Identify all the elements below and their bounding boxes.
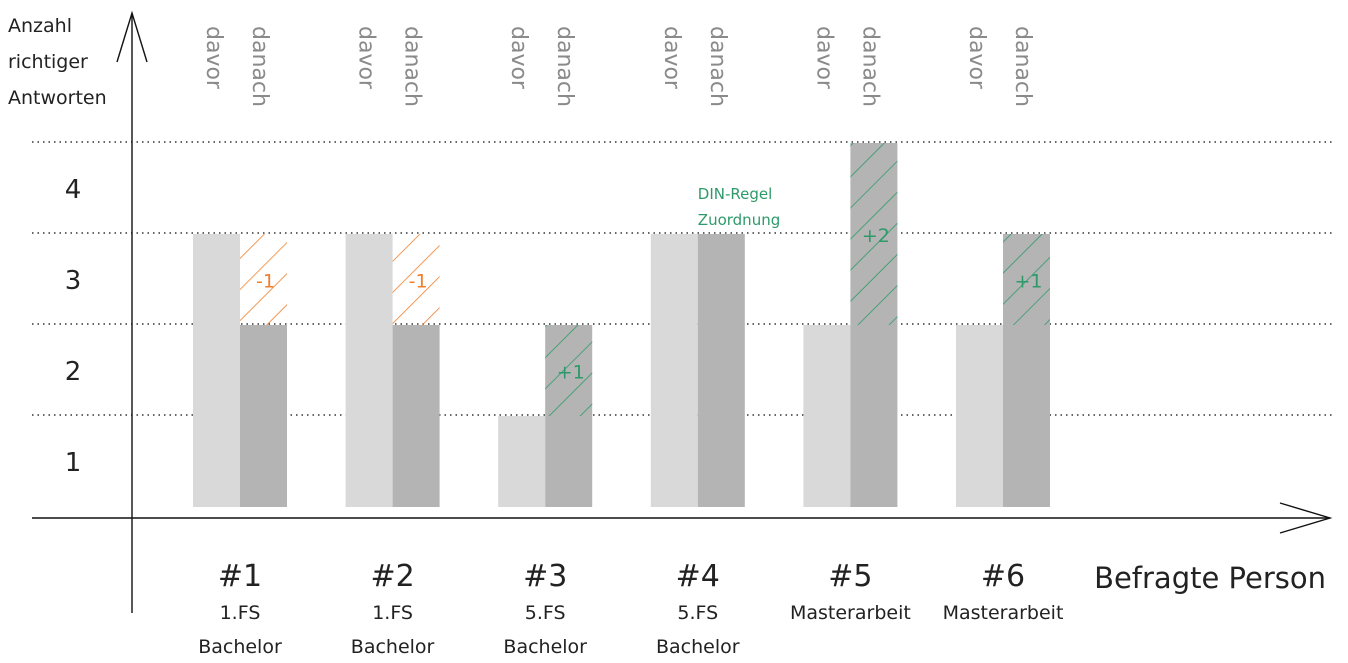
change-label-6: +1 (1014, 271, 1042, 293)
change-hatch-5 (850, 143, 898, 325)
bar-davor-6 (956, 325, 1003, 507)
x-tick-4: #4 (676, 559, 720, 594)
x-sublabel-4-2: Bachelor (656, 636, 740, 658)
phase-label-davor-3: davor (506, 26, 531, 90)
x-sublabel-3-1: 5.FS (525, 602, 566, 624)
bar-davor-4 (650, 234, 698, 507)
change-label-1: -1 (256, 271, 275, 293)
y-tick-4: 4 (65, 175, 82, 205)
phase-label-davor-1: davor (201, 26, 226, 90)
x-axis-arrowhead (1279, 502, 1333, 534)
annotation-line-1: DIN-Regel (698, 185, 773, 203)
phase-label-danach-1: danach (247, 26, 272, 107)
bar-danach-1 (240, 325, 287, 507)
x-sublabel-1-2: Bachelor (198, 636, 282, 658)
bar-davor-5 (803, 325, 851, 507)
change-label-2: -1 (409, 271, 428, 293)
bar-davor-2 (345, 234, 393, 507)
x-tick-6: #6 (981, 559, 1025, 594)
phase-label-danach-5: danach (857, 26, 882, 107)
y-axis-label-line-2: richtiger (8, 51, 88, 73)
phase-label-danach-6: danach (1010, 26, 1035, 107)
x-sublabel-5-1: Masterarbeit (790, 602, 911, 624)
x-sublabel-4-1: 5.FS (677, 602, 718, 624)
x-tick-3: #3 (523, 559, 567, 594)
y-axis-label-line-3: Antworten (8, 87, 107, 109)
annotation-line-2: Zuordnung (698, 211, 780, 229)
phase-label-danach-4: danach (705, 26, 730, 107)
change-hatch-3 (545, 325, 593, 416)
bar-danach-4 (697, 234, 745, 507)
x-sublabel-2-2: Bachelor (351, 636, 435, 658)
phase-label-danach-3: danach (552, 26, 577, 107)
change-label-5: +2 (862, 225, 890, 247)
x-tick-2: #2 (370, 559, 414, 594)
x-sublabel-2-1: 1.FS (372, 602, 413, 624)
x-sublabel-6-1: Masterarbeit (943, 602, 1064, 624)
x-sublabel-3-2: Bachelor (503, 636, 587, 658)
change-hatch-2 (392, 234, 440, 325)
change-label-3: +1 (557, 362, 585, 384)
phase-label-davor-6: davor (964, 26, 989, 90)
y-axis-label-line-1: Anzahl (8, 15, 72, 37)
y-tick-1: 1 (65, 448, 82, 478)
bars (193, 143, 1050, 507)
y-axis-label: Anzahl richtiger Antworten (8, 15, 107, 109)
bar-danach-2 (392, 325, 440, 507)
y-tick-2: 2 (65, 357, 82, 387)
phase-label-danach-2: danach (400, 26, 425, 107)
x-tick-5: #5 (828, 559, 872, 594)
phase-label-davor-4: davor (659, 26, 684, 90)
y-axis-arrowhead (116, 10, 148, 63)
x-sublabel-1-1: 1.FS (220, 602, 261, 624)
x-tick-1: #1 (218, 559, 262, 594)
phase-label-davor-5: davor (811, 26, 836, 90)
phase-label-davor-2: davor (354, 26, 379, 90)
bar-davor-1 (193, 234, 240, 507)
change-hatch-6 (1003, 234, 1050, 325)
change-hatch-1 (240, 234, 287, 325)
x-axis-title: Befragte Person (1094, 561, 1326, 595)
y-tick-3: 3 (65, 266, 82, 296)
axes (32, 10, 1333, 613)
bar-davor-3 (498, 416, 546, 507)
